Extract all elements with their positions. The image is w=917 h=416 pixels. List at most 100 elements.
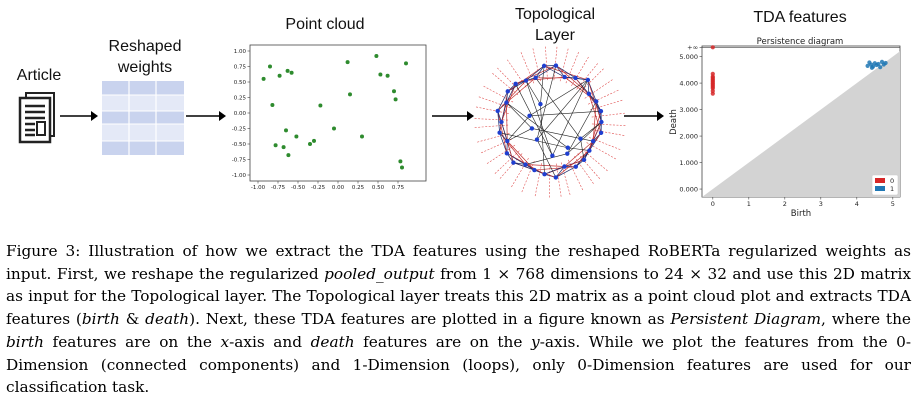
graph-node — [513, 81, 518, 87]
figure-caption: Figure 3: Illustration of how we extract… — [6, 242, 911, 397]
arrow-right-icon — [624, 111, 664, 121]
point — [277, 73, 282, 78]
x-tick-label: -0.50 — [291, 185, 306, 191]
point — [294, 134, 299, 139]
graph-edge — [525, 65, 545, 81]
graph-edge — [497, 91, 509, 112]
graph-edge — [501, 121, 508, 142]
y-tick-label: 0.00 — [234, 111, 247, 117]
graph-edge — [535, 65, 557, 79]
persistence-ray — [571, 56, 589, 87]
point — [404, 61, 408, 66]
x-tick-label: 3 — [819, 200, 823, 208]
persistence-diagram-chart: Persistence diagram 0 1 2 3 4 5+∞5.0004.0003.… — [669, 37, 901, 219]
persistence-ray — [499, 153, 523, 179]
point — [398, 159, 403, 164]
graph-edge — [555, 166, 576, 178]
graph-edge — [497, 80, 527, 112]
y-axis-label: Death — [669, 109, 679, 135]
graph-node — [598, 108, 604, 114]
x-tick-label: 0.25 — [352, 185, 365, 191]
x-tick-label: 0.50 — [372, 185, 385, 191]
x-tick-label: 4 — [855, 200, 859, 208]
persistence-point-dim1 — [878, 65, 883, 70]
y-tick-label: 0.50 — [234, 80, 247, 86]
graph-node — [599, 119, 604, 125]
graph-edge — [535, 65, 545, 78]
graph-node — [562, 164, 567, 169]
point — [308, 142, 312, 146]
y-tick-label: 0.25 — [234, 96, 247, 102]
graph-edge — [515, 65, 557, 85]
point-cloud-chart: -1.00 -0.75 -0.50 -0.25 0.00 0.25 0.50 0.75 1.00… — [232, 44, 427, 191]
graph-node — [495, 108, 500, 114]
x-tick-label: 2 — [783, 200, 787, 208]
y-tick-label: -1.00 — [232, 173, 247, 179]
y-tick-label: -0.50 — [232, 142, 247, 148]
legend: 0 1 — [871, 174, 899, 196]
graph-edge — [567, 101, 597, 154]
x-tick-label: 1 — [747, 200, 751, 208]
x-tick-label: -0.75 — [271, 185, 286, 191]
topological-layer-graph — [474, 46, 626, 198]
persistence-point-dim0 — [710, 45, 715, 50]
x-tick-label: 0.75 — [392, 185, 405, 191]
persistence-ray — [577, 153, 601, 180]
graph-edge — [529, 79, 589, 117]
graph-edge — [555, 65, 565, 78]
document-icon — [18, 92, 55, 144]
graph-node — [511, 160, 516, 165]
point-cloud-title: Point cloud — [285, 16, 365, 33]
point — [281, 145, 286, 150]
graph-edge — [506, 102, 533, 129]
topo-title-line1: Topological — [514, 6, 596, 23]
graph-node — [587, 148, 592, 153]
graph-edge — [506, 77, 536, 103]
graph-node — [499, 119, 504, 125]
graph-node — [573, 164, 578, 169]
graph-edge — [507, 128, 533, 142]
graph-node — [594, 99, 599, 104]
point — [273, 143, 278, 148]
graph-node — [550, 153, 555, 158]
graph-node — [538, 101, 543, 107]
tda-title: TDA features — [753, 9, 847, 26]
graph-node — [562, 74, 567, 80]
point — [393, 97, 398, 102]
article-title: Article — [16, 67, 62, 84]
x-tick-label: -0.25 — [311, 185, 326, 191]
graph-edge — [525, 80, 541, 105]
point — [289, 70, 294, 75]
y-tick-label: 0.000 — [679, 185, 698, 193]
y-tick-label: -0.75 — [232, 158, 247, 164]
graph-node — [573, 75, 578, 81]
point — [312, 138, 316, 143]
graph-node — [553, 63, 559, 68]
y-tick-label: 5.000 — [679, 53, 698, 61]
point — [374, 53, 379, 58]
graph-node — [504, 100, 509, 105]
persistence-ray — [545, 46, 548, 81]
graph-node — [565, 145, 571, 150]
graph-node — [532, 167, 537, 173]
persistence-ray — [590, 99, 623, 111]
legend-swatch-1 — [875, 186, 885, 191]
graph-node — [542, 172, 547, 177]
y-tick-label: 1.000 — [679, 159, 698, 167]
graph-edge — [506, 102, 569, 148]
persistence-point-dim1 — [869, 65, 875, 70]
graph-node — [533, 75, 538, 80]
graph-node — [523, 78, 529, 83]
point — [285, 68, 290, 73]
y-tick-label: 1.00 — [234, 49, 247, 55]
point — [332, 126, 336, 131]
graph-edge — [540, 104, 545, 175]
graph-edge — [529, 110, 601, 117]
graph-node — [497, 130, 502, 135]
graph-edge — [580, 121, 602, 139]
persistence-point-dim1 — [865, 63, 870, 68]
weights-title-line1: Reshaped — [108, 38, 182, 55]
point — [400, 165, 404, 170]
point — [268, 64, 272, 69]
topo-title-line2: Layer — [534, 27, 576, 44]
